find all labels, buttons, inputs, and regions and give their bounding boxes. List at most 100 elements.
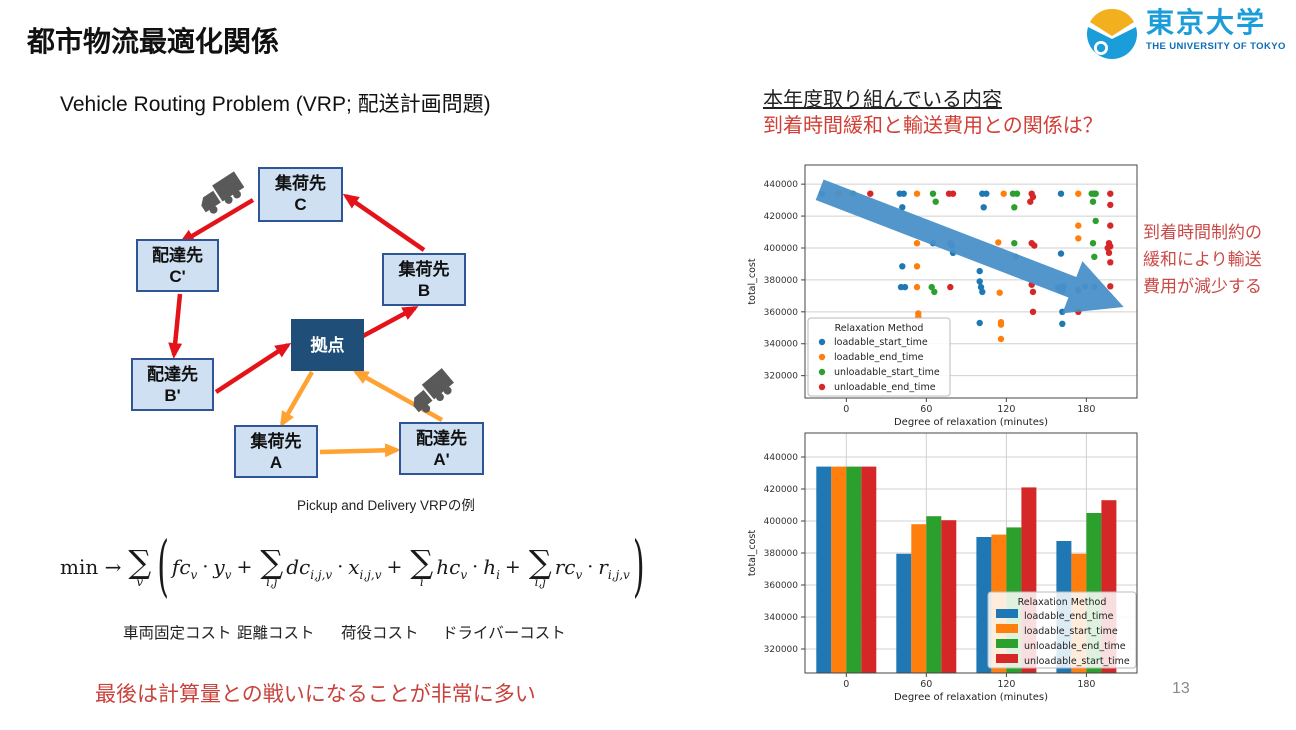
- svg-text:420000: 420000: [764, 212, 799, 222]
- truck-icon: [201, 171, 245, 214]
- computation-note: 最後は計算量との戦いになることが非常に多い: [95, 683, 536, 706]
- svg-text:360000: 360000: [764, 581, 799, 591]
- svg-text:Degree of relaxation (minutes): Degree of relaxation (minutes): [894, 417, 1048, 428]
- formula-token: ri,j,v: [598, 555, 630, 582]
- logo-name-en: THE UNIVERSITY OF TOKYO: [1146, 40, 1286, 52]
- formula-token: ·: [202, 556, 209, 578]
- truck-icons: [201, 171, 454, 413]
- svg-text:420000: 420000: [764, 485, 799, 495]
- svg-text:Degree of relaxation (minutes): Degree of relaxation (minutes): [894, 692, 1048, 703]
- node-pickup-c: 集荷先 C: [258, 167, 343, 222]
- formula-token: ∑ i,j: [528, 543, 552, 589]
- formula-token: ∑ i: [410, 543, 434, 589]
- formula-token: ∑ v: [128, 543, 152, 589]
- svg-text:180: 180: [1077, 404, 1095, 415]
- svg-text:180: 180: [1077, 679, 1095, 690]
- truck-icon: [413, 368, 454, 413]
- formula-token: rcv: [554, 555, 583, 582]
- scatter-points-unloadable_end_time: [867, 190, 1114, 315]
- cost-label-vehicle-fixed: 車両固定コスト: [123, 625, 232, 642]
- formula-token: dci,j,v: [286, 555, 333, 582]
- svg-text:60: 60: [920, 404, 932, 415]
- svg-text:400000: 400000: [764, 517, 799, 527]
- cost-label-handling: 荷役コスト: [341, 625, 419, 642]
- svg-text:320000: 320000: [764, 372, 799, 382]
- formula-token: +: [386, 556, 403, 578]
- formula-token: hi: [483, 555, 500, 582]
- formula-token: fcv: [171, 555, 198, 582]
- bar-series-loadable_end_time: [816, 466, 1072, 673]
- svg-text:loadable_start_time: loadable_start_time: [834, 337, 928, 348]
- formula-token: ): [632, 528, 645, 606]
- node-delivery-c: 配達先 C': [136, 239, 219, 292]
- formula-token: ·: [337, 556, 344, 578]
- svg-text:380000: 380000: [764, 276, 799, 286]
- svg-text:unloadable_end_time: unloadable_end_time: [834, 382, 936, 393]
- cost-label-distance: 距離コスト: [237, 625, 315, 642]
- node-pickup-b: 集荷先 B: [382, 253, 466, 306]
- formula-token: ∑ i,j: [260, 543, 284, 589]
- page-number: 13: [1172, 680, 1190, 697]
- node-pickup-a: 集荷先 A: [234, 425, 318, 478]
- svg-text:440000: 440000: [764, 453, 799, 463]
- formula-token: ·: [587, 556, 594, 578]
- red-route-arrow: [168, 293, 183, 359]
- node-depot: 拠点: [291, 319, 364, 371]
- svg-text:360000: 360000: [764, 308, 799, 318]
- red-route-arrow: [178, 198, 255, 245]
- orange-route-arrow: [319, 443, 401, 458]
- node-delivery-a: 配達先 A': [399, 422, 484, 475]
- section-heading-vrp: Vehicle Routing Problem (VRP; 配送計画問題): [60, 93, 491, 116]
- trend-arrow: [815, 179, 1124, 314]
- relaxation-bar-chart: Relaxation Method loadable_end_timeloadab…: [747, 432, 1138, 703]
- svg-text:380000: 380000: [764, 549, 799, 559]
- right-panel-heading: 本年度取り組んでいる内容: [763, 89, 1002, 111]
- annotation-line: 到着時間制約の: [1143, 223, 1262, 242]
- svg-text:340000: 340000: [764, 340, 799, 350]
- svg-text:total_cost: total_cost: [747, 258, 758, 304]
- svg-text:loadable_end_time: loadable_end_time: [1024, 611, 1114, 622]
- chart-legend: Relaxation Method loadable_start_timeload…: [807, 317, 951, 397]
- chart-legend: Relaxation Method loadable_end_timeloadab…: [987, 591, 1137, 669]
- formula-token: +: [236, 556, 253, 578]
- diagram-caption: Pickup and Delivery VRPの例: [297, 498, 475, 513]
- annotation-line: 費用が減少する: [1143, 277, 1262, 297]
- svg-text:60: 60: [920, 679, 932, 690]
- right-panel-question: 到着時間緩和と輸送費用との関係は？: [763, 115, 1103, 137]
- svg-text:拠点: 拠点: [311, 335, 345, 355]
- cost-label-driver: ドライバーコスト: [442, 625, 566, 642]
- svg-text:Relaxation Method: Relaxation Method: [835, 323, 924, 334]
- formula-token: hcv: [436, 555, 468, 582]
- logo-text: 東京大学 THE UNIVERSITY OF TOKYO: [1146, 7, 1286, 52]
- formula-token: ·: [472, 556, 479, 578]
- formula-token: yv: [213, 555, 232, 582]
- svg-text:340000: 340000: [764, 613, 799, 623]
- ginkgo-leaf-icon: [1087, 8, 1137, 59]
- svg-text:0: 0: [843, 679, 849, 690]
- svg-text:440000: 440000: [764, 180, 799, 190]
- node-delivery-b: 配達先 B': [131, 358, 214, 411]
- red-route-arrow: [361, 306, 419, 338]
- page-title: 都市物流最適化関係: [27, 26, 280, 57]
- cost-objective-formula: min → ∑ v(fcv · yv + ∑ i,j dci,j,v · xi,j,v + ∑ i hcv ·…: [60, 529, 648, 606]
- svg-text:loadable_end_time: loadable_end_time: [834, 352, 924, 363]
- svg-text:total_cost: total_cost: [747, 530, 758, 576]
- annotation-line: 緩和により輸送: [1143, 250, 1262, 270]
- cost-decrease-annotation: 到着時間制約の 緩和により輸送 費用が減少する: [1143, 219, 1262, 301]
- svg-text:Relaxation Method: Relaxation Method: [1018, 597, 1107, 608]
- formula-token: min →: [60, 555, 122, 579]
- university-logo: 東京大学 THE UNIVERSITY OF TOKYO: [1086, 7, 1286, 62]
- svg-text:unloadable_start_time: unloadable_start_time: [834, 367, 940, 378]
- svg-text:400000: 400000: [764, 244, 799, 254]
- formula-token: +: [504, 556, 521, 578]
- red-route-arrow: [342, 193, 426, 252]
